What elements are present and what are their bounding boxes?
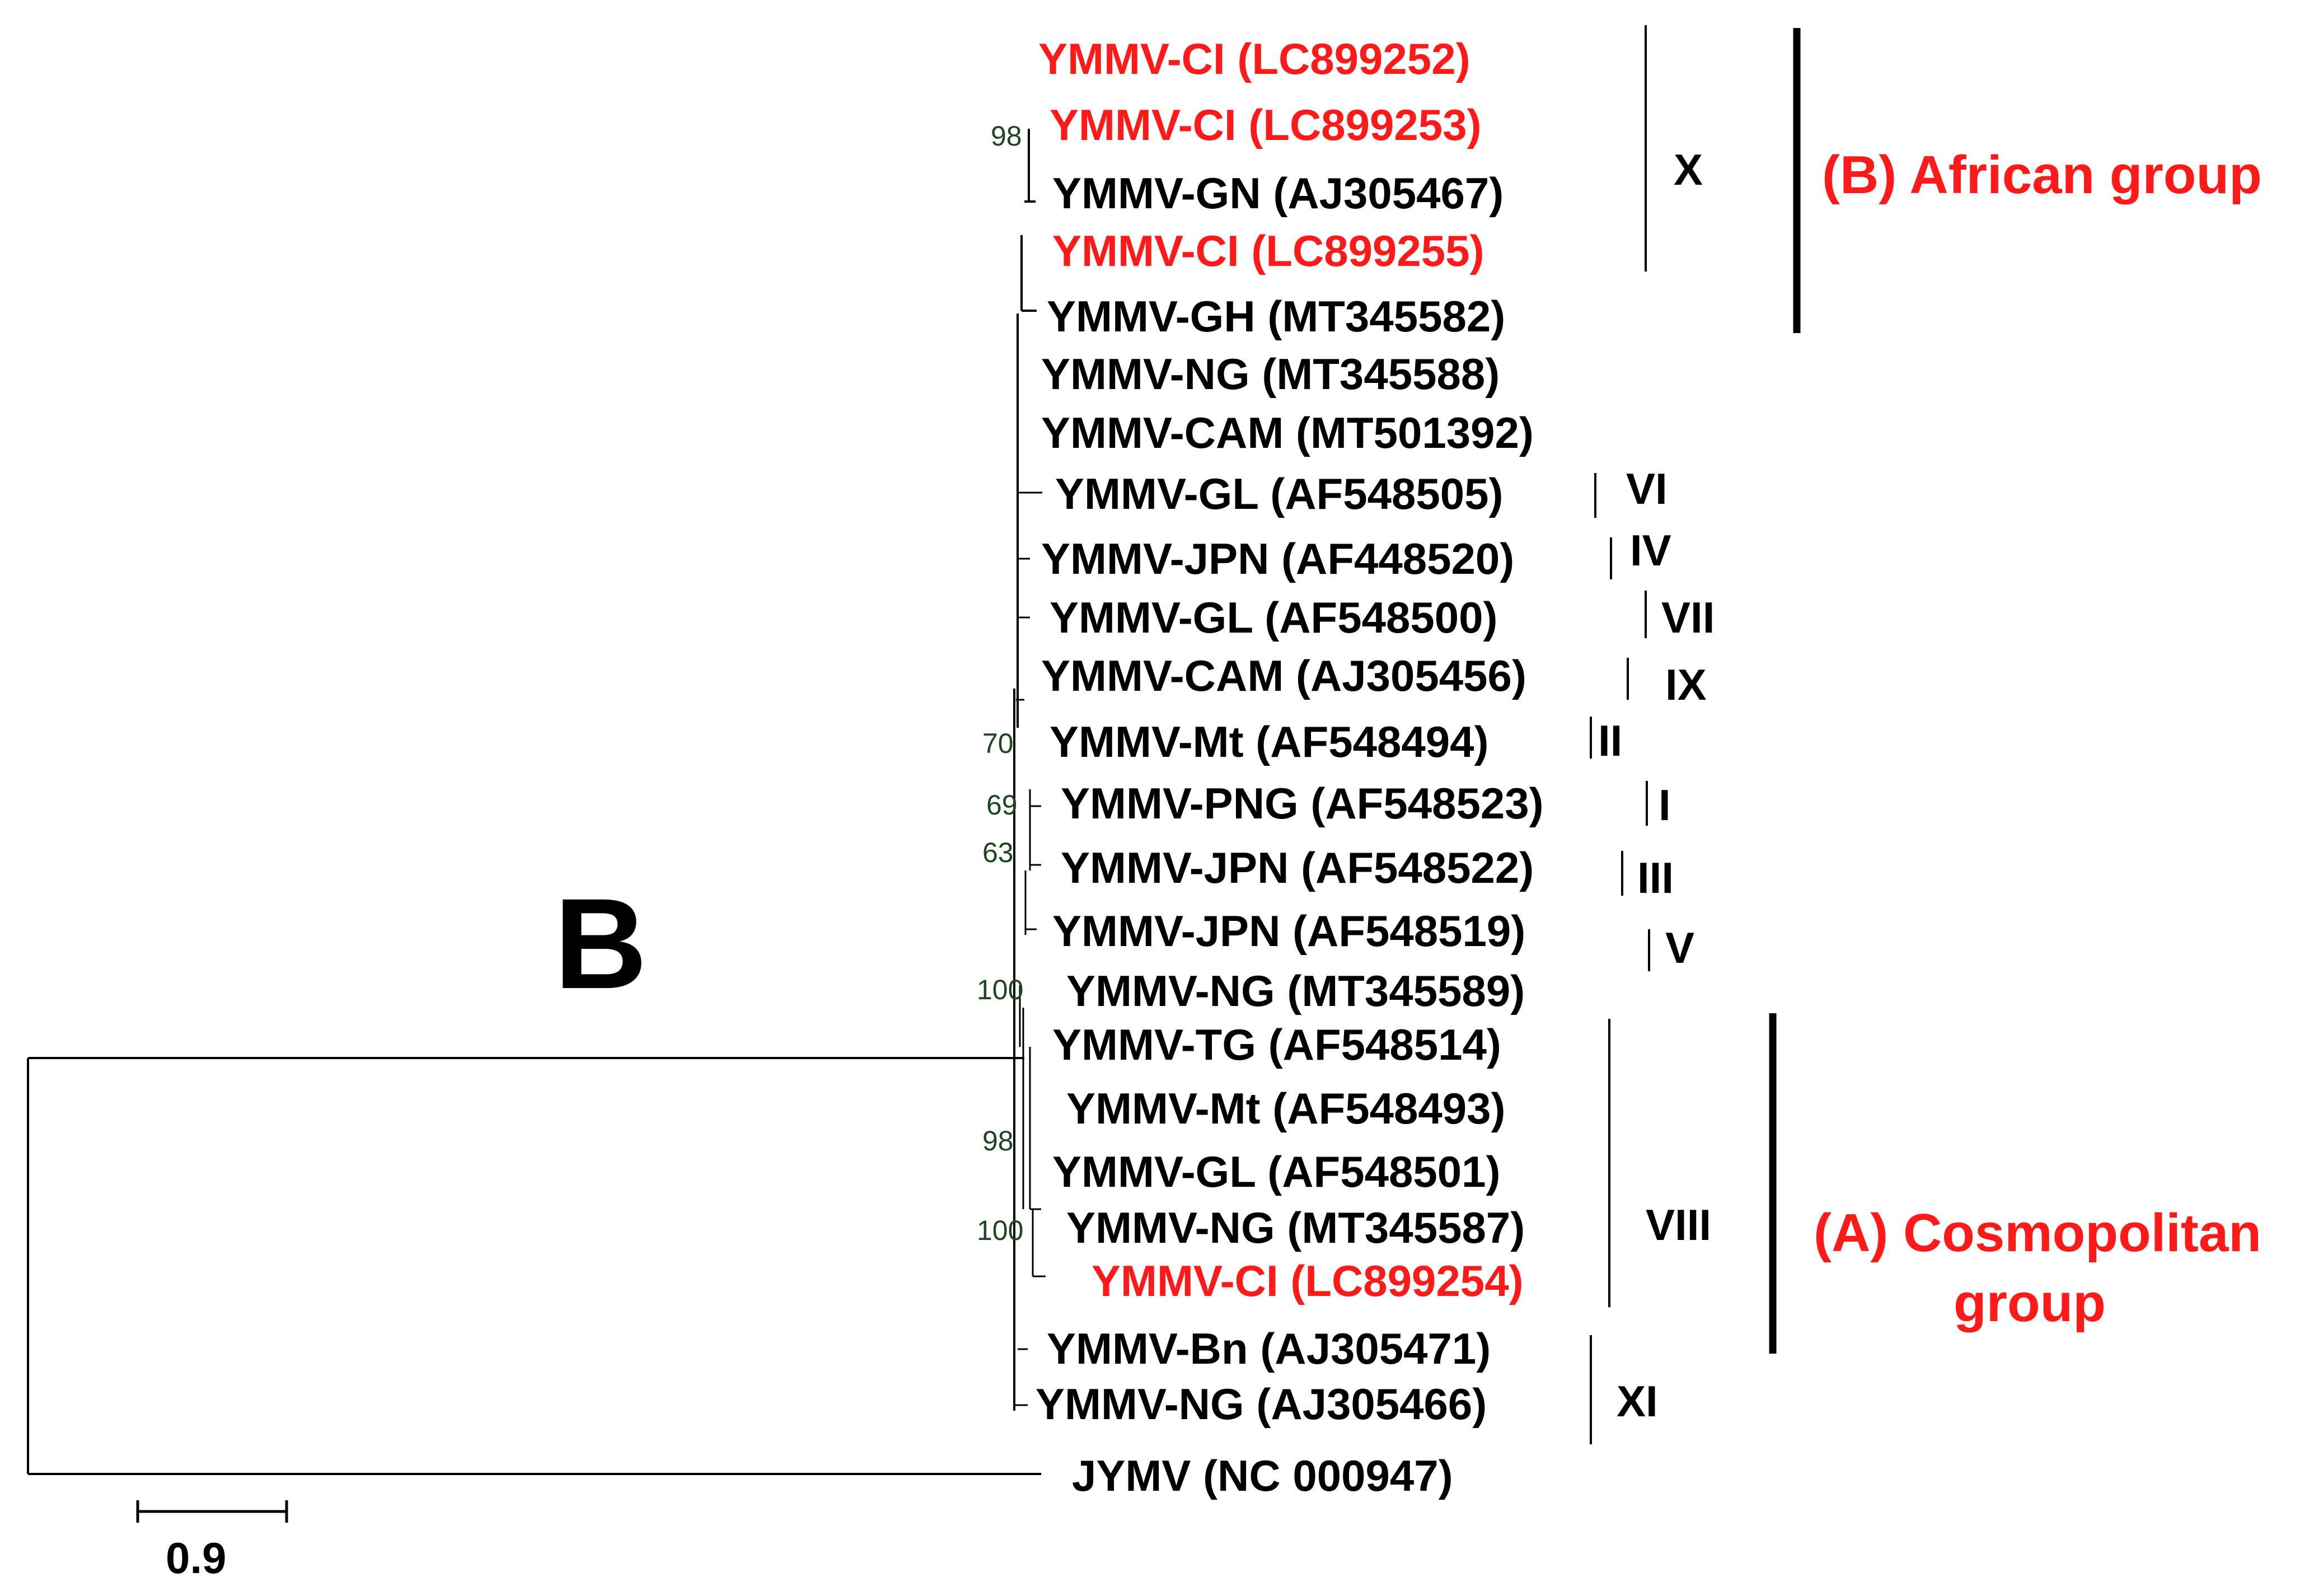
group-label: (B) African group bbox=[1822, 145, 2262, 205]
clade-label: II bbox=[1598, 716, 1622, 765]
leaf-label: YMMV-NG (MT345588) bbox=[1041, 349, 1500, 399]
leaf-label: YMMV-Bn (AJ305471) bbox=[1047, 1324, 1491, 1373]
leaf-labels: YMMV-CI (LC899252) YMMV-CI (LC899253) YMMV… bbox=[1036, 34, 1544, 1500]
group-label: (A) Cosmopolitan bbox=[1814, 1203, 2261, 1263]
leaf-label: YMMV-TG (AF548514) bbox=[1052, 1020, 1501, 1069]
leaf-label: YMMV-JPN (AF548522) bbox=[1061, 843, 1534, 892]
leaf-label: YMMV-CAM (AJ305456) bbox=[1041, 651, 1526, 700]
leaf-label: YMMV-CI (LC899253) bbox=[1050, 100, 1482, 149]
clade-label: I bbox=[1659, 780, 1671, 830]
leaf-label: YMMV-Mt (AF548493) bbox=[1066, 1084, 1506, 1133]
clade-label: IV bbox=[1630, 526, 1671, 575]
leaf-label: YMMV-NG (AJ305466) bbox=[1036, 1379, 1487, 1429]
scale-bar-label: 0.9 bbox=[166, 1533, 226, 1583]
panel-letter: B bbox=[554, 872, 647, 1015]
leaf-label: YMMV-JPN (AF548519) bbox=[1052, 906, 1525, 956]
bootstrap-value: 69 bbox=[986, 789, 1018, 821]
clade-label: VI bbox=[1626, 464, 1668, 513]
leaf-label: YMMV-NG (MT345589) bbox=[1066, 966, 1525, 1015]
leaf-label: YMMV-JPN (AF448520) bbox=[1041, 534, 1514, 583]
group-markers: (B) African group (A) Cosmopolitan group bbox=[1769, 28, 2262, 1354]
clade-label: III bbox=[1637, 853, 1674, 902]
leaf-label: YMMV-NG (MT345587) bbox=[1066, 1203, 1525, 1252]
bootstrap-value: 98 bbox=[982, 1125, 1014, 1157]
clade-label: V bbox=[1665, 923, 1694, 972]
group-label: group bbox=[1954, 1273, 2106, 1333]
clade-label: X bbox=[1674, 145, 1703, 194]
leaf-label: YMMV-CI (LC899255) bbox=[1052, 226, 1484, 275]
scale-bar: 0.9 bbox=[136, 1500, 288, 1583]
leaf-label: YMMV-GH (MT345582) bbox=[1047, 292, 1505, 341]
bootstrap-value: 98 bbox=[991, 120, 1022, 152]
leaf-label: YMMV-GL (AF548500) bbox=[1050, 593, 1497, 642]
leaf-label: YMMV-CAM (MT501392) bbox=[1041, 408, 1534, 457]
leaf-label: YMMV-GL (AF548501) bbox=[1052, 1147, 1500, 1196]
bootstrap-values: 98 70 69 63 100 98 100 bbox=[977, 120, 1023, 1246]
leaf-label: YMMV-GL (AF548505) bbox=[1055, 469, 1503, 518]
tree-branches bbox=[27, 129, 1046, 1475]
leaf-label: YMMV-PNG (AF548523) bbox=[1061, 779, 1544, 828]
clade-label: VII bbox=[1661, 593, 1715, 642]
bootstrap-value: 100 bbox=[977, 974, 1023, 1005]
bootstrap-value: 100 bbox=[977, 1215, 1023, 1246]
clade-label: IX bbox=[1665, 660, 1707, 709]
leaf-label: YMMV-Mt (AF548494) bbox=[1050, 717, 1489, 766]
clade-label: VIII bbox=[1646, 1200, 1711, 1249]
leaf-label: YMMV-GN (AJ305467) bbox=[1052, 169, 1504, 218]
leaf-label: JYMV (NC 000947) bbox=[1072, 1451, 1453, 1500]
bootstrap-value: 70 bbox=[982, 728, 1014, 759]
clade-label: XI bbox=[1617, 1377, 1658, 1426]
leaf-label: YMMV-CI (LC899254) bbox=[1092, 1256, 1524, 1305]
bootstrap-value: 63 bbox=[982, 837, 1014, 868]
leaf-label: YMMV-CI (LC899252) bbox=[1038, 34, 1470, 83]
